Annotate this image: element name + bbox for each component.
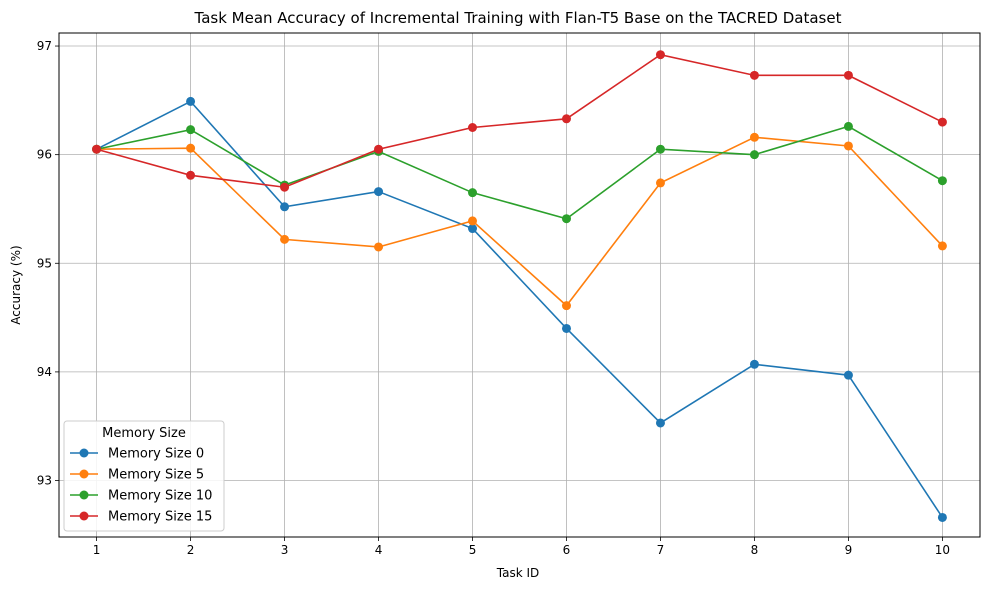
data-point (843, 121, 853, 131)
legend-marker (79, 511, 89, 521)
x-tick-label: 9 (845, 543, 853, 557)
series-line (96, 53, 943, 189)
data-point (468, 188, 478, 198)
legend-item: Memory Size 5 (70, 468, 204, 483)
x-tick-label: 1 (93, 543, 101, 557)
series-3 (92, 50, 947, 192)
data-point (186, 125, 196, 135)
data-point (937, 241, 947, 251)
data-point (186, 170, 196, 180)
plot-frame (58, 32, 981, 538)
series-line (96, 125, 943, 220)
y-tick-label: 97 (37, 39, 52, 53)
data-point (280, 234, 290, 244)
legend-item: Memory Size 15 (70, 510, 212, 525)
y-tick-label: 95 (37, 256, 52, 270)
data-point (843, 141, 853, 151)
legend-marker (79, 469, 89, 479)
data-point (655, 178, 665, 188)
y-tick-label: 94 (37, 365, 52, 379)
y-tick-label: 93 (37, 474, 52, 488)
data-point (186, 96, 196, 106)
ticks: 1 2 3 4 5 6 7 8 9 10 93 94 95 96 97 (37, 39, 950, 557)
series-2 (92, 121, 947, 224)
data-point (655, 144, 665, 154)
data-point (749, 150, 759, 160)
y-axis-label: Accuracy (%) (9, 245, 23, 324)
data-point (561, 301, 571, 311)
data-point (468, 123, 478, 132)
data-point (655, 418, 665, 428)
legend-title: Memory Size (102, 426, 186, 441)
data-point (186, 143, 196, 153)
data-point (937, 176, 947, 186)
x-tick-label: 8 (751, 543, 759, 557)
data-point (561, 214, 571, 224)
legend-label: Memory Size 15 (108, 510, 212, 525)
x-tick-label: 10 (935, 543, 950, 557)
series-layer (92, 50, 947, 522)
x-tick-label: 2 (187, 543, 195, 557)
data-point (561, 114, 571, 124)
data-point (374, 187, 384, 197)
series-line (96, 136, 943, 307)
x-tick-label: 5 (469, 543, 477, 557)
series-1 (92, 132, 947, 311)
data-point (749, 70, 759, 80)
legend-items: Memory Size 0 Memory Size 5 Memory Size 10… (70, 447, 212, 525)
x-tick-label: 4 (375, 543, 383, 557)
data-point (374, 242, 384, 252)
legend-label: Memory Size 0 (108, 447, 204, 462)
series-line (96, 100, 944, 518)
data-point (468, 224, 478, 234)
data-point (280, 182, 290, 192)
x-tick-label: 3 (281, 543, 289, 557)
chart-title: Task Mean Accuracy of Incremental Traini… (194, 9, 842, 27)
legend-label: Memory Size 10 (108, 489, 212, 504)
legend-item: Memory Size 0 (70, 447, 204, 462)
x-axis-label: Task ID (496, 566, 540, 580)
data-point (937, 512, 947, 522)
data-point (280, 202, 290, 212)
data-point (561, 323, 571, 333)
data-point (749, 132, 759, 142)
data-point (92, 144, 102, 154)
legend-label: Memory Size 5 (108, 468, 204, 483)
y-tick-label: 96 (37, 148, 52, 162)
legend-item: Memory Size 10 (70, 489, 212, 504)
x-tick-label: 7 (657, 543, 665, 557)
data-point (655, 50, 665, 60)
data-point (937, 117, 947, 127)
legend-box (63, 420, 225, 532)
data-point (843, 70, 853, 80)
data-point (749, 359, 759, 369)
data-point (843, 370, 853, 380)
data-point (468, 216, 478, 226)
legend-marker (79, 448, 89, 458)
legend-marker (79, 490, 89, 500)
x-tick-label: 6 (563, 543, 571, 557)
data-point (374, 144, 384, 154)
